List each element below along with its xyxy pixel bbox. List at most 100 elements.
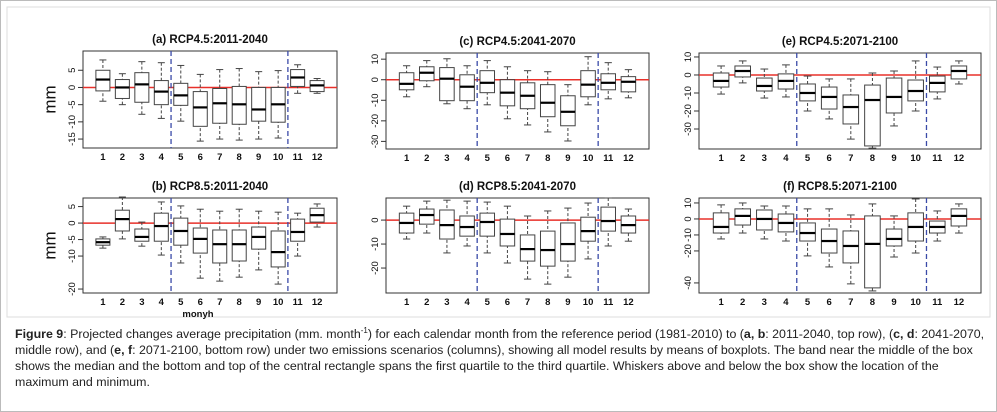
caption-text: : 2071-2100, bottom row) under two emiss… xyxy=(15,343,973,389)
box xyxy=(134,228,150,242)
y-tick-label: -40 xyxy=(683,276,694,290)
box xyxy=(950,208,968,227)
x-tick-label: 4 xyxy=(464,153,470,164)
box xyxy=(600,206,616,232)
y-tick-label: 0 xyxy=(683,72,694,77)
box xyxy=(398,72,415,91)
panel-title: (c) RCP4.5:2041-2070 xyxy=(459,36,575,48)
x-tick-label: 1 xyxy=(404,297,410,308)
x-tick-label: 11 xyxy=(293,152,304,163)
y-tick-label: -20 xyxy=(683,104,694,118)
x-tick-label: 3 xyxy=(762,297,767,308)
caption-text: : Projected changes average precipitatio… xyxy=(63,327,361,341)
x-tick-label: 9 xyxy=(256,297,261,308)
box xyxy=(479,70,496,94)
y-tick-label: -20 xyxy=(683,244,694,258)
x-tick-label: 4 xyxy=(159,152,165,163)
y-tick-label: -10 xyxy=(683,228,694,242)
y-tick-label: -15 xyxy=(67,132,78,146)
x-tick-label: 1 xyxy=(100,297,106,308)
box xyxy=(439,67,455,102)
x-tick-label: 1 xyxy=(718,297,724,308)
box xyxy=(192,91,208,127)
box xyxy=(479,212,496,237)
panel-frame xyxy=(6,6,991,318)
x-tick-label: 6 xyxy=(198,152,203,163)
x-tick-label: 4 xyxy=(783,153,789,164)
y-tick-label: 0 xyxy=(370,77,381,82)
box xyxy=(192,227,208,254)
x-tick-label: 5 xyxy=(805,153,811,164)
x-tick-label: 7 xyxy=(217,152,222,163)
x-tick-label: 8 xyxy=(870,297,875,308)
box xyxy=(419,208,435,225)
x-tick-label: 8 xyxy=(237,152,242,163)
x-tick-label: 12 xyxy=(623,153,634,164)
box xyxy=(864,215,881,289)
x-tick-label: 1 xyxy=(100,152,106,163)
x-tick-label: 12 xyxy=(312,152,323,163)
x-tick-label: 4 xyxy=(159,297,165,308)
caption-text: Figure 9 xyxy=(15,327,64,341)
x-tick-label: 9 xyxy=(256,152,261,163)
x-tick-label: 5 xyxy=(178,152,184,163)
x-tick-label: 6 xyxy=(827,297,832,308)
x-tick-label: 7 xyxy=(525,153,530,164)
caption-text: : 2011-2040, top row), ( xyxy=(765,327,894,341)
x-tick-label: 1 xyxy=(718,153,724,164)
x-tick-label: 9 xyxy=(565,153,570,164)
box xyxy=(134,72,150,103)
box xyxy=(712,212,730,234)
box xyxy=(885,228,903,247)
x-tick-label: 6 xyxy=(505,297,510,308)
x-tick-label: 10 xyxy=(583,297,594,308)
y-tick-label: -10 xyxy=(683,86,694,100)
caption-text: ) for each calendar month from the refer… xyxy=(367,327,744,341)
x-tick-label: 1 xyxy=(404,153,410,164)
panel-title: (f) RCP8.5:2071-2100 xyxy=(783,181,897,193)
x-tick-label: 8 xyxy=(237,297,242,308)
x-tick-label: 6 xyxy=(198,297,203,308)
box xyxy=(539,84,556,118)
x-tick-label: 10 xyxy=(583,153,594,164)
x-tick-label: 9 xyxy=(891,153,896,164)
box xyxy=(620,76,637,93)
x-tick-label: 11 xyxy=(603,153,614,164)
x-axis-label: monyh xyxy=(182,309,213,320)
y-tick-label: 0 xyxy=(683,216,694,221)
x-tick-label: 10 xyxy=(910,297,921,308)
x-tick-label: 12 xyxy=(954,153,965,164)
x-tick-label: 6 xyxy=(827,153,832,164)
x-tick-label: 6 xyxy=(505,153,510,164)
box xyxy=(153,212,169,242)
caption-text: e, f xyxy=(114,343,133,357)
y-tick-label: -20 xyxy=(370,114,381,128)
x-tick-label: 2 xyxy=(740,153,745,164)
x-tick-label: 5 xyxy=(178,297,184,308)
x-tick-label: 3 xyxy=(444,297,449,308)
x-tick-label: 3 xyxy=(444,153,449,164)
x-tick-label: 7 xyxy=(217,297,222,308)
x-tick-label: 10 xyxy=(273,152,284,163)
y-tick-label: -5 xyxy=(67,100,78,108)
x-tick-label: 12 xyxy=(954,297,965,308)
x-tick-label: 11 xyxy=(932,153,943,164)
y-tick-label: -5 xyxy=(67,235,78,243)
box xyxy=(864,84,881,147)
plot-frame xyxy=(385,197,650,294)
y-tick-label: 10 xyxy=(370,54,381,65)
y-tick-label: 10 xyxy=(683,52,694,63)
box xyxy=(756,77,773,92)
x-tick-label: 10 xyxy=(910,153,921,164)
x-tick-label: 4 xyxy=(783,297,789,308)
x-tick-label: 9 xyxy=(565,297,570,308)
y-tick-label: 10 xyxy=(683,198,694,209)
y-tick-label: -20 xyxy=(67,282,78,296)
x-tick-label: 7 xyxy=(848,153,853,164)
x-tick-label: 12 xyxy=(312,297,323,308)
y-tick-label: -10 xyxy=(67,115,78,129)
x-tick-label: 4 xyxy=(464,297,470,308)
y-tick-label: 5 xyxy=(67,68,78,73)
